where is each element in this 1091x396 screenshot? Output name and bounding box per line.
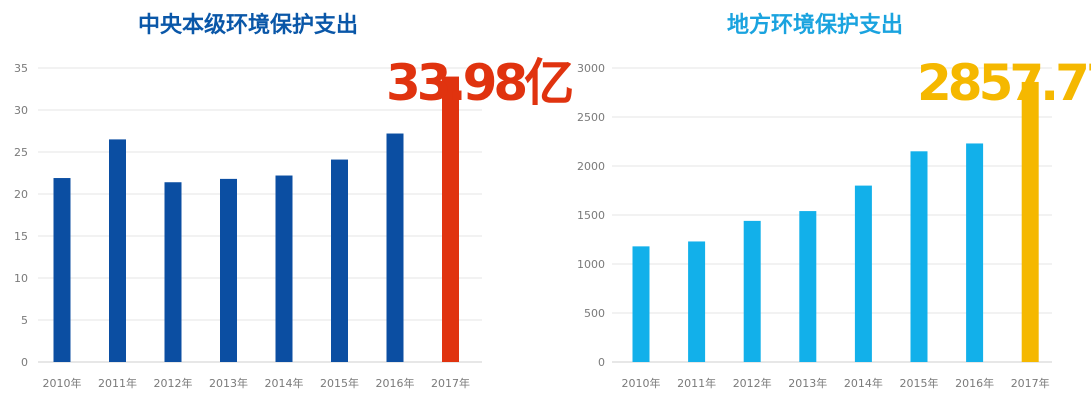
x-tick-label-1-0: 2010年 [43, 376, 82, 390]
highlight-label-1: 33.98亿 [386, 54, 572, 112]
bar-2-2016年 [966, 143, 984, 362]
x-tick-label-1-7: 2017年 [431, 376, 470, 390]
y-tick-label-1-0: 0 [21, 356, 28, 369]
bar-2-2011年 [688, 241, 706, 362]
bar-2-2012年 [743, 220, 761, 362]
y-tick-label-2-2000: 2000 [577, 160, 605, 173]
y-tick-label-1-30: 30 [14, 104, 28, 117]
x-tick-label-1-1: 2011年 [98, 376, 137, 390]
bar-1-2017年 [442, 76, 459, 363]
highlight-label-2: 2857.77亿 [917, 54, 1091, 112]
y-tick-label-1-5: 5 [21, 314, 28, 327]
bar-1-2015年 [331, 159, 348, 362]
y-tick-label-1-10: 10 [14, 272, 28, 285]
x-tick-label-1-5: 2015年 [320, 376, 359, 390]
y-tick-label-1-35: 35 [14, 62, 28, 75]
x-tick-label-2-0: 2010年 [622, 376, 661, 390]
y-tick-label-1-20: 20 [14, 188, 28, 201]
x-tick-label-1-6: 2016年 [376, 376, 415, 390]
y-tick-label-2-0: 0 [598, 356, 605, 369]
y-tick-label-2-500: 500 [584, 307, 605, 320]
chart-title-1: 中央本级环境保护支出 [138, 12, 358, 38]
x-tick-label-2-2: 2012年 [733, 376, 772, 390]
x-tick-label-2-7: 2017年 [1011, 376, 1050, 390]
bar-1-2011年 [109, 139, 126, 362]
y-tick-label-2-3000: 3000 [577, 62, 605, 75]
bar-1-2012年 [164, 182, 182, 362]
bar-2-2013年 [799, 211, 817, 362]
y-tick-label-2-1000: 1000 [577, 258, 605, 271]
x-tick-label-2-6: 2016年 [955, 376, 994, 390]
y-tick-label-1-15: 15 [14, 230, 28, 243]
x-tick-label-2-1: 2011年 [677, 376, 716, 390]
bar-1-2010年 [53, 178, 71, 362]
bar-2-2014年 [854, 185, 872, 362]
y-tick-label-1-25: 25 [14, 146, 28, 159]
bar-2-2015年 [910, 151, 928, 362]
bar-2-2010年 [632, 246, 650, 362]
x-tick-label-1-2: 2012年 [154, 376, 193, 390]
x-tick-label-2-3: 2013年 [788, 376, 827, 390]
y-tick-label-2-2500: 2500 [577, 111, 605, 124]
bar-1-2016年 [386, 133, 404, 362]
x-tick-label-2-5: 2015年 [900, 376, 939, 390]
bar-1-2014年 [275, 175, 293, 362]
bar-1-2013年 [220, 178, 237, 362]
x-tick-label-1-4: 2014年 [265, 376, 304, 390]
chart-title-2: 地方环境保护支出 [727, 12, 903, 38]
y-tick-label-2-1500: 1500 [577, 209, 605, 222]
bar-2-2017年 [1021, 81, 1039, 362]
x-tick-label-1-3: 2013年 [209, 376, 248, 390]
x-tick-label-2-4: 2014年 [844, 376, 883, 390]
